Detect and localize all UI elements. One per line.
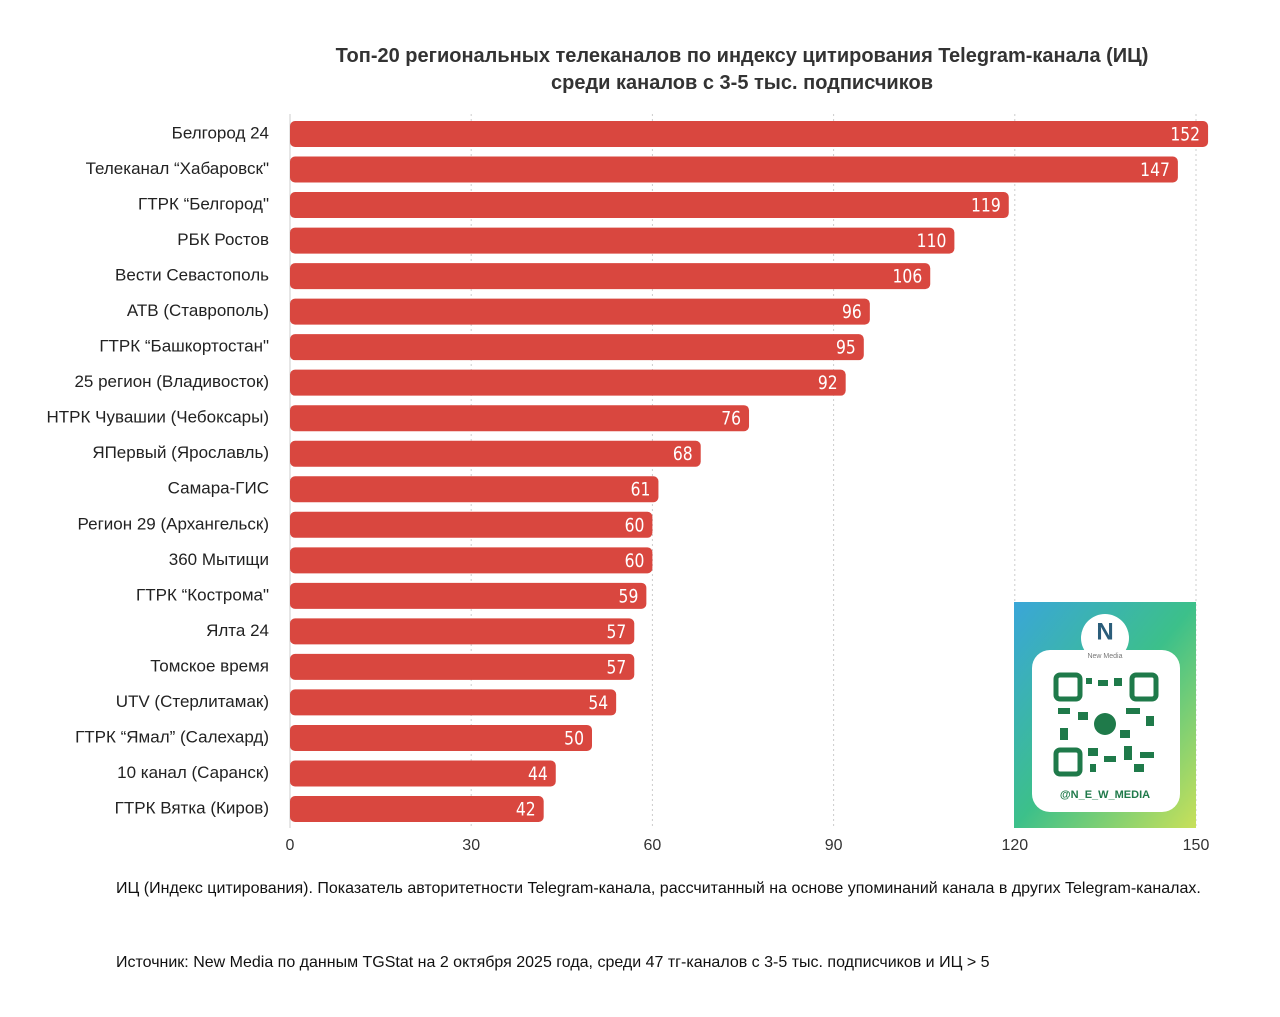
bar bbox=[290, 298, 870, 325]
bar bbox=[290, 618, 635, 645]
value-label: 44 bbox=[528, 764, 548, 786]
x-tick-label: 0 bbox=[286, 837, 295, 854]
bar bbox=[290, 121, 1209, 147]
bar bbox=[290, 582, 647, 609]
bar bbox=[290, 227, 955, 254]
y-tick-label: АТВ (Ставрополь) bbox=[127, 301, 269, 320]
bar bbox=[290, 653, 635, 680]
bar bbox=[290, 334, 864, 361]
y-tick-label: ГТРК “Белгород" bbox=[138, 195, 269, 214]
value-label: 57 bbox=[606, 657, 626, 679]
bar bbox=[290, 405, 750, 432]
badge-handle: @N_E_W_MEDIA bbox=[1060, 789, 1150, 801]
value-label: 95 bbox=[836, 337, 856, 359]
x-tick-label: 60 bbox=[644, 837, 662, 854]
value-label: 60 bbox=[625, 515, 645, 537]
bar bbox=[290, 689, 617, 716]
qr-badge: N New Media @N_E_W_MEDIA bbox=[1014, 602, 1196, 828]
y-tick-label: ГТРК “Башкортостан" bbox=[99, 337, 269, 356]
x-tick-label: 90 bbox=[825, 837, 843, 854]
badge-brand: New Media bbox=[1087, 653, 1122, 660]
value-label: 152 bbox=[1170, 124, 1200, 146]
value-label: 147 bbox=[1140, 160, 1170, 182]
value-label: 54 bbox=[588, 692, 608, 714]
source: Источник: New Media по данным TGStat на … bbox=[116, 954, 990, 971]
y-tick-label: Самара-ГИС bbox=[168, 479, 269, 498]
y-tick-label: Регион 29 (Архангельск) bbox=[78, 514, 269, 533]
y-tick-label: РБК Ростов bbox=[177, 230, 269, 249]
note: ИЦ (Индекс цитирования). Показатель авто… bbox=[116, 880, 1201, 897]
y-tick-label: Ялта 24 bbox=[206, 621, 269, 640]
bar bbox=[290, 760, 556, 787]
value-label: 76 bbox=[721, 408, 741, 430]
value-label: 96 bbox=[842, 302, 862, 324]
bar bbox=[290, 440, 701, 467]
bar bbox=[290, 511, 653, 538]
chart-title: среди каналов с 3-5 тыс. подписчиков bbox=[551, 72, 933, 94]
x-tick-label: 120 bbox=[1001, 837, 1028, 854]
value-label: 42 bbox=[516, 799, 536, 821]
bar bbox=[290, 476, 659, 503]
value-label: 92 bbox=[818, 373, 838, 395]
value-label: 106 bbox=[893, 266, 923, 288]
y-tick-label: ЯПервый (Ярославль) bbox=[92, 443, 269, 462]
y-tick-label: ГТРК “Ямал” (Салехард) bbox=[75, 727, 269, 746]
bar bbox=[290, 192, 1009, 219]
y-tick-label: 25 регион (Владивосток) bbox=[74, 372, 269, 391]
y-tick-label: Телеканал “Хабаровск" bbox=[86, 159, 269, 178]
y-tick-label: 10 канал (Саранск) bbox=[117, 763, 269, 782]
chart-title: Топ-20 региональных телеканалов по индек… bbox=[335, 45, 1149, 67]
value-label: 61 bbox=[631, 479, 651, 501]
y-tick-label: Белгород 24 bbox=[172, 123, 269, 142]
value-label: 110 bbox=[917, 231, 947, 253]
value-label: 59 bbox=[619, 586, 639, 608]
y-tick-label: 360 Мытищи bbox=[169, 550, 269, 569]
y-tick-label: ГТРК “Кострома" bbox=[136, 585, 269, 604]
svg-text:N: N bbox=[1096, 618, 1113, 645]
y-tick-label: ГТРК Вятка (Киров) bbox=[115, 798, 269, 817]
x-tick-label: 30 bbox=[462, 837, 480, 854]
value-label: 119 bbox=[971, 195, 1001, 217]
value-label: 60 bbox=[625, 550, 645, 572]
y-tick-label: НТРК Чувашии (Чебоксары) bbox=[47, 408, 269, 427]
bar bbox=[290, 796, 544, 822]
bar bbox=[290, 156, 1178, 183]
value-label: 68 bbox=[673, 444, 693, 466]
value-label: 50 bbox=[564, 728, 584, 750]
bar bbox=[290, 263, 931, 290]
y-tick-label: UTV (Стерлитамак) bbox=[116, 692, 269, 711]
bar bbox=[290, 369, 846, 396]
bar bbox=[290, 724, 592, 751]
value-label: 57 bbox=[606, 621, 626, 643]
y-tick-label: Томское время bbox=[150, 656, 269, 675]
y-tick-label: Вести Севастополь bbox=[115, 266, 269, 285]
x-tick-label: 150 bbox=[1183, 837, 1210, 854]
bar bbox=[290, 547, 653, 574]
